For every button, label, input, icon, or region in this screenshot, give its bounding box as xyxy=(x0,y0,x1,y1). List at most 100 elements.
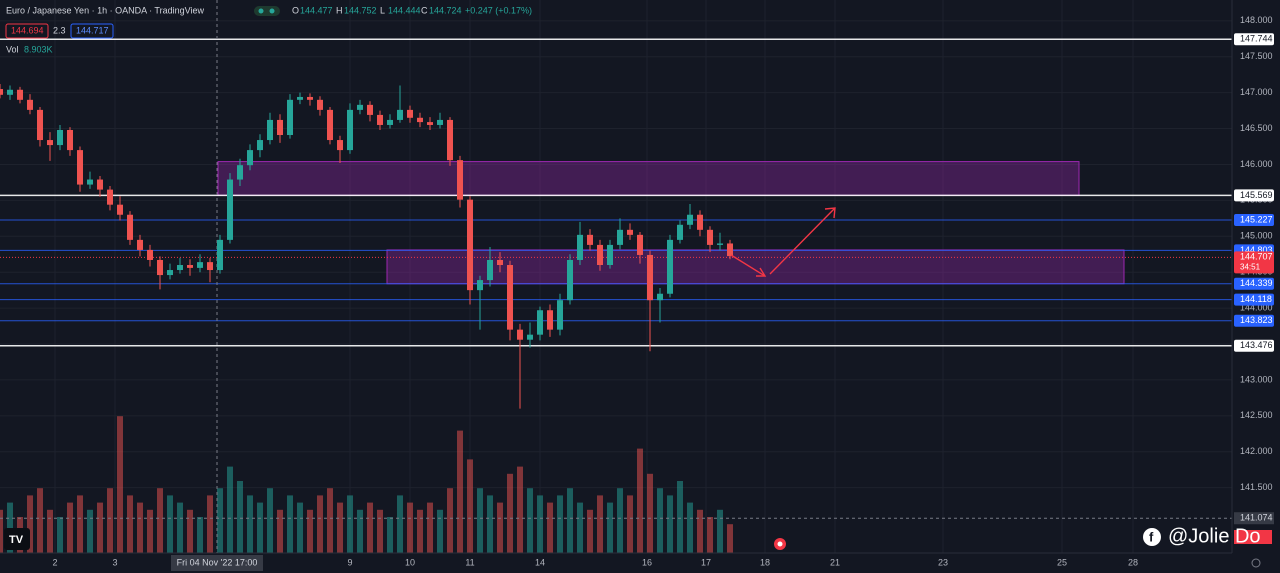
volume-bar xyxy=(367,502,373,553)
volume-bar xyxy=(667,495,673,553)
y-tick-label: 146.500 xyxy=(1240,123,1273,133)
candle-body xyxy=(67,129,73,151)
candle-body xyxy=(637,234,643,255)
level-label: 147.744 xyxy=(1240,34,1273,44)
volume-bar xyxy=(257,502,263,553)
volume-bar xyxy=(187,509,193,553)
y-tick-label: 141.500 xyxy=(1240,482,1273,492)
ohlc-key: C xyxy=(421,5,428,15)
level-label: 145.227 xyxy=(1240,214,1273,224)
volume-bar xyxy=(477,488,483,553)
crosshair-price-bg xyxy=(1234,512,1274,525)
candle-body xyxy=(547,310,553,330)
candle-body xyxy=(347,109,353,151)
candle-body xyxy=(157,259,163,276)
candle-body xyxy=(267,119,273,141)
logo-mark: TV xyxy=(9,534,24,546)
tv-logo: TV xyxy=(4,528,30,550)
ohlc-key: O xyxy=(292,5,299,15)
candle-body xyxy=(97,179,103,190)
crosshair-x-bg xyxy=(171,555,263,571)
settings-icon[interactable] xyxy=(1251,558,1261,568)
logo-bg xyxy=(4,528,30,550)
candle-body xyxy=(177,265,183,271)
volume-bar xyxy=(687,502,693,553)
candle-body xyxy=(297,96,303,100)
level-label-bg xyxy=(1234,293,1274,306)
x-tick-label: 9 xyxy=(347,557,352,567)
candle-body xyxy=(717,243,723,245)
y-tick-label: 148.000 xyxy=(1240,15,1273,25)
x-tick-label: 17 xyxy=(701,557,711,567)
candles xyxy=(0,84,733,409)
volume-bar xyxy=(0,509,3,553)
candle-body xyxy=(537,310,543,335)
candle-body xyxy=(517,329,523,340)
time-axis xyxy=(0,553,1280,573)
x-tick-label: 16 xyxy=(642,557,652,567)
volume-bar xyxy=(207,495,213,553)
candle-body xyxy=(257,140,263,151)
volume-bar xyxy=(457,430,463,553)
x-tick-label: 25 xyxy=(1057,557,1067,567)
candle-body xyxy=(597,244,603,266)
watermark: @Jolie Do xyxy=(1168,525,1261,547)
candle-body xyxy=(227,179,233,240)
volume-bar xyxy=(347,495,353,553)
volume-bar xyxy=(307,509,313,553)
y-tick-label: 142.500 xyxy=(1240,410,1273,420)
candle-body xyxy=(27,99,33,110)
level-label: 144.803 xyxy=(1240,245,1273,255)
crosshair-x-label: Fri 04 Nov '22 17:00 xyxy=(177,557,258,567)
volume-bar xyxy=(637,448,643,553)
candle-body xyxy=(577,234,583,260)
symbol-title: Euro / Japanese Yen · 1h · OANDA · Tradi… xyxy=(6,5,204,15)
candle-body xyxy=(47,140,53,146)
volume-bar xyxy=(447,488,453,553)
last-price-label: 144.707 xyxy=(1240,252,1273,262)
volume-bar xyxy=(327,488,333,553)
y-tick-label: 146.000 xyxy=(1240,159,1273,169)
projection-arrows xyxy=(730,207,836,277)
candle-body xyxy=(7,89,13,95)
volume-bar xyxy=(407,502,413,553)
candle-body xyxy=(527,334,533,340)
candle-body xyxy=(697,214,703,230)
candle-body xyxy=(617,229,623,245)
volume-bar xyxy=(487,495,493,553)
candle-body xyxy=(437,119,443,125)
volume-bar xyxy=(77,495,83,553)
candle-body xyxy=(507,265,513,330)
candle-body xyxy=(77,150,83,185)
level-label-bg xyxy=(1234,189,1274,202)
candle-body xyxy=(207,262,213,271)
ohlc-value: 144.752 xyxy=(344,5,377,15)
candle-body xyxy=(167,270,173,276)
volume-bar xyxy=(57,517,63,553)
volume-bar xyxy=(617,488,623,553)
volume-bar xyxy=(547,502,553,553)
volume-bar xyxy=(127,495,133,553)
volume-bar xyxy=(297,502,303,553)
x-tick-label: 11 xyxy=(465,557,474,567)
candle-body xyxy=(387,119,393,125)
volume-bar xyxy=(97,502,103,553)
volume-bar xyxy=(537,495,543,553)
volume-bar xyxy=(117,416,123,553)
ask-box[interactable] xyxy=(70,23,114,39)
levels xyxy=(0,0,1232,553)
volume-bar xyxy=(27,495,33,553)
level-label-bg xyxy=(1234,339,1274,352)
volume-bar xyxy=(597,495,603,553)
ohlc-value: 144.477 xyxy=(300,5,333,15)
volume-bar xyxy=(437,509,443,553)
volume-bar xyxy=(277,509,283,553)
bid-box[interactable] xyxy=(5,23,49,39)
volume-bar xyxy=(717,509,723,553)
zone xyxy=(386,249,1125,285)
event-marker-dot xyxy=(777,541,783,547)
candle-body xyxy=(557,300,563,330)
facebook-icon xyxy=(1143,528,1161,546)
candle-body xyxy=(647,254,653,301)
level-label: 144.118 xyxy=(1240,294,1272,304)
